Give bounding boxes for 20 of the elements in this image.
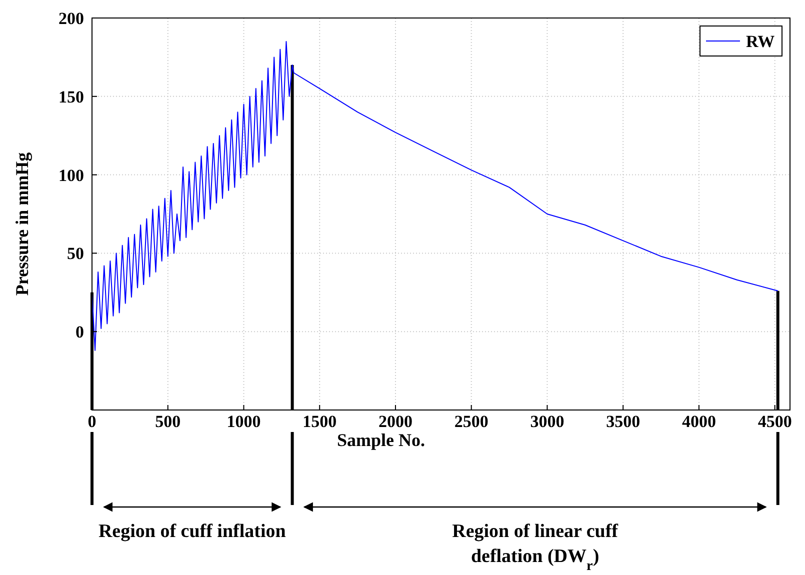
y-tick-label: 200 <box>58 9 84 28</box>
x-tick-label: 2500 <box>454 412 488 431</box>
y-tick-label: 50 <box>67 244 84 264</box>
y-tick-label: 150 <box>58 87 84 106</box>
y-axis-title: Pressure in mmHg <box>12 152 32 296</box>
x-tick-label: 4000 <box>682 412 716 431</box>
x-tick-label: 0 <box>88 412 96 431</box>
legend-label: RW <box>746 32 775 51</box>
x-tick-label: 1000 <box>226 412 261 431</box>
x-axis-title: Sample No. <box>336 430 426 450</box>
y-tick-label: 0 <box>76 322 84 342</box>
text: Region of cuff inflation <box>98 521 286 542</box>
x-tick-label: 3500 <box>606 412 640 431</box>
x-tick-label: 3000 <box>530 412 564 431</box>
y-tick-label: 100 <box>58 166 84 185</box>
text: Region of linear cuff deflation (DW$_{r}$) <box>452 521 619 574</box>
x-tick-label: 4500 <box>758 412 792 431</box>
x-tick-label: 2000 <box>378 412 412 431</box>
x-tick-label: 1500 <box>302 412 337 431</box>
x-tick-label: 500 <box>155 412 181 431</box>
